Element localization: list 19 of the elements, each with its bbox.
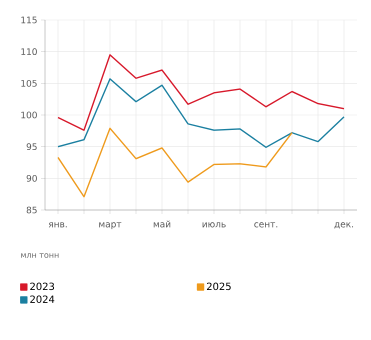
x-tick-label: дек. (334, 222, 354, 229)
y-tick-label: 95 (26, 143, 37, 150)
line-series (57, 128, 293, 198)
x-tick-label: сент. (254, 222, 278, 228)
y-tick-label: 110 (21, 48, 37, 56)
y-tick-label: 105 (21, 80, 37, 87)
line-series (57, 78, 345, 148)
legend-label: 2024 (30, 295, 54, 303)
x-tick-label: июль (202, 222, 226, 228)
x-tick-label: янв. (48, 222, 67, 228)
line-series (57, 54, 345, 131)
legend-label: 2023 (30, 282, 54, 290)
y-tick-label: 85 (26, 206, 37, 214)
x-tick-label: май (154, 220, 170, 228)
legend-label: 2025 (206, 282, 231, 290)
y-tick-label: 115 (21, 16, 37, 24)
y-tick-label: 90 (26, 174, 37, 182)
x-tick-label: март (99, 222, 122, 230)
y-tick-label: 100 (21, 112, 37, 118)
